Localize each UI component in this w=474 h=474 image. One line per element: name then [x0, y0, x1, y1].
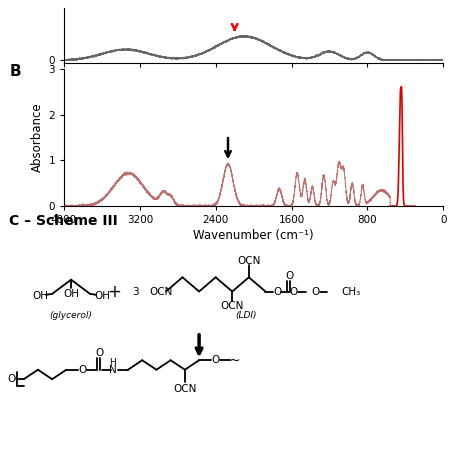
- Text: ~: ~: [229, 353, 240, 367]
- Text: +: +: [107, 283, 121, 301]
- Text: (LDI): (LDI): [236, 311, 257, 319]
- Text: O: O: [273, 286, 282, 297]
- Text: OH: OH: [94, 291, 110, 301]
- Text: OCN: OCN: [237, 255, 261, 266]
- Text: OH: OH: [32, 291, 48, 301]
- X-axis label: Wavenumber (cm⁻¹): Wavenumber (cm⁻¹): [193, 229, 314, 242]
- Text: O: O: [79, 365, 87, 375]
- Text: OH: OH: [63, 289, 79, 299]
- Text: O: O: [285, 271, 293, 281]
- Text: O: O: [211, 355, 220, 365]
- Text: OCN: OCN: [173, 383, 197, 394]
- Text: N: N: [109, 365, 117, 375]
- Text: H: H: [109, 358, 116, 367]
- Text: O: O: [290, 286, 298, 297]
- Text: (glycerol): (glycerol): [50, 311, 92, 319]
- Text: OCN: OCN: [220, 301, 244, 311]
- Text: O: O: [311, 286, 319, 297]
- Text: 3: 3: [132, 286, 138, 297]
- Y-axis label: Absorbance: Absorbance: [31, 103, 44, 172]
- Text: OCN: OCN: [149, 286, 173, 297]
- Text: O: O: [8, 374, 16, 384]
- Text: CH₃: CH₃: [341, 286, 361, 297]
- Text: B: B: [9, 64, 21, 79]
- Text: O: O: [95, 348, 103, 358]
- Text: C – Scheme III: C – Scheme III: [9, 214, 118, 228]
